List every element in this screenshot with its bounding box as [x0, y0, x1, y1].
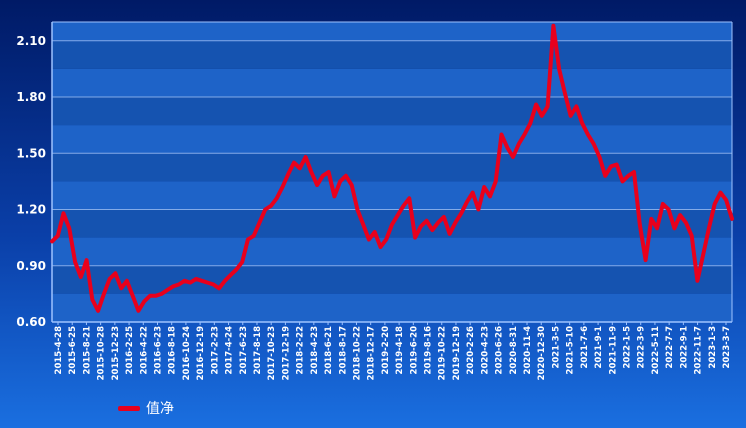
- x-tick-label: 2023-3-7: [722, 326, 732, 369]
- x-tick-label: 2019-6-20: [409, 326, 419, 375]
- x-tick-label: 2016-6-23: [153, 326, 163, 375]
- x-tick-label: 2018-6-21: [324, 326, 334, 375]
- x-tick-label: 2016-2-25: [125, 326, 135, 375]
- x-tick-label: 2015-12-23: [111, 326, 121, 380]
- y-tick-label: 1.80: [16, 90, 46, 104]
- plot-band: [52, 293, 732, 322]
- x-tick-label: 2022-5-11: [651, 326, 661, 375]
- y-tick-labels: 0.60 0.90 1.20 1.50 1.80 2.10: [16, 34, 46, 329]
- plot-band: [52, 22, 732, 41]
- x-tick-label: 2017-8-18: [253, 326, 263, 375]
- x-tick-label: 2017-4-24: [225, 326, 235, 375]
- x-tick-label: 2022-7-7: [665, 326, 675, 369]
- x-tick-label: 2015-4-28: [54, 326, 64, 375]
- x-tick-label: 2017-10-23: [267, 326, 277, 380]
- plot-band: [52, 237, 732, 266]
- x-tick-label: 2022-3-9: [637, 326, 647, 369]
- x-tick-label: 2018-2-22: [296, 326, 306, 375]
- x-tick-label: 2019-10-22: [438, 326, 448, 380]
- x-tick-label: 2015-10-28: [97, 326, 107, 380]
- y-tick-label: 2.10: [16, 34, 46, 48]
- axes: [51, 21, 733, 323]
- x-tick-label: 2020-8-31: [509, 326, 519, 375]
- x-tick-label: 2018-10-22: [352, 326, 362, 380]
- plot-band: [52, 97, 732, 126]
- legend-label: 值净: [146, 401, 174, 417]
- x-tick-label: 2021-5-10: [566, 326, 576, 375]
- x-tick-label: 2019-12-19: [452, 326, 462, 380]
- x-tick-labels: 2015-4-28 2015-6-25 2015-8-21 2015-10-28 201…: [54, 322, 732, 380]
- legend: 值净: [118, 398, 174, 418]
- x-tick-label: 2019-2-20: [381, 326, 391, 375]
- x-tick-label: 2019-8-16: [424, 326, 434, 375]
- x-tick-label: 2018-8-17: [338, 326, 348, 375]
- x-tick-label: 2016-12-19: [196, 326, 206, 380]
- x-tick-label: 2023-1-3: [708, 326, 718, 369]
- y-tick-label: 0.90: [16, 259, 46, 273]
- x-tick-label: 2018-4-23: [310, 326, 320, 375]
- y-tick-label: 0.60: [16, 315, 46, 329]
- plot-band: [52, 265, 732, 294]
- x-tick-label: 2016-10-24: [182, 326, 192, 380]
- x-tick-label: 2017-2-23: [210, 326, 220, 375]
- x-tick-label: 2022-1-5: [623, 326, 633, 369]
- x-tick-label: 2015-6-25: [68, 326, 78, 375]
- plot-band: [52, 181, 732, 210]
- series-lines: [50, 23, 734, 313]
- plot-background: [52, 22, 732, 322]
- plot-band: [52, 40, 732, 69]
- x-tick-label: 2020-6-26: [495, 326, 505, 375]
- x-tick-label: 2015-8-21: [82, 326, 92, 375]
- x-tick-label: 2016-8-18: [168, 326, 178, 375]
- x-tick-label: 2021-3-5: [551, 326, 561, 369]
- x-tick-label: 2020-2-26: [466, 326, 476, 375]
- x-tick-label: 2020-4-23: [480, 326, 490, 375]
- x-tick-label: 2020-11-4: [523, 326, 533, 375]
- x-tick-label: 2016-4-22: [139, 326, 149, 375]
- x-tick-label: 2017-6-23: [239, 326, 249, 375]
- x-tick-label: 2022-11-7: [694, 326, 704, 375]
- x-tick-label: 2019-4-18: [395, 326, 405, 375]
- y-tick-label: 1.50: [16, 146, 46, 160]
- plot-band: [52, 125, 732, 154]
- x-tick-label: 2021-11-9: [608, 326, 618, 375]
- x-tick-label: 2018-12-17: [367, 326, 377, 380]
- plot-band: [52, 68, 732, 97]
- x-tick-label: 2021-7-6: [580, 326, 590, 369]
- y-tick-label: 1.20: [16, 203, 46, 217]
- x-tick-label: 2022-9-1: [679, 326, 689, 369]
- x-tick-label: 2020-12-30: [537, 326, 547, 380]
- legend-swatch: [118, 405, 140, 411]
- series-line: [50, 23, 734, 313]
- x-tick-label: 2017-12-19: [281, 326, 291, 380]
- x-tick-label: 2021-9-1: [594, 326, 604, 369]
- plot-band: [52, 153, 732, 182]
